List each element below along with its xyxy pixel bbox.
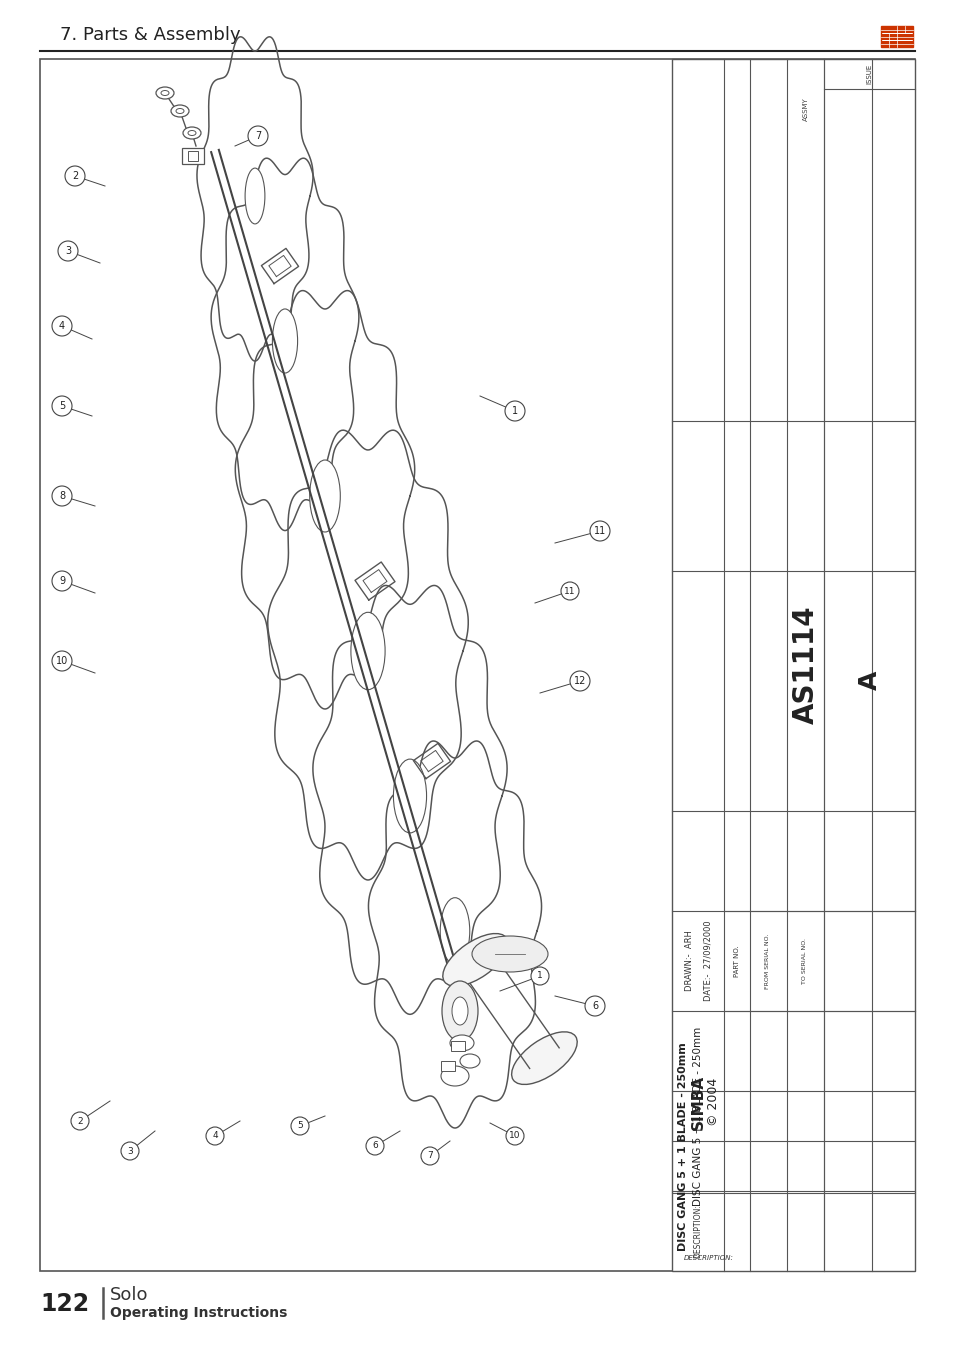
Text: AS1114: AS1114	[791, 605, 819, 724]
Circle shape	[248, 126, 268, 146]
Circle shape	[52, 316, 71, 336]
Bar	[671, 59, 914, 1271]
Text: FROM SERIAL NO.: FROM SERIAL NO.	[764, 934, 770, 989]
Circle shape	[569, 671, 589, 690]
Circle shape	[589, 521, 609, 540]
Ellipse shape	[245, 168, 265, 224]
Text: 2: 2	[71, 172, 78, 181]
Circle shape	[52, 571, 71, 590]
Text: 2: 2	[77, 1116, 83, 1125]
Ellipse shape	[439, 897, 469, 965]
Bar	[188, 151, 198, 161]
Text: TO SERIAL NO.: TO SERIAL NO.	[801, 938, 806, 984]
Text: DESCRIPTION:: DESCRIPTION:	[693, 1204, 701, 1258]
Circle shape	[71, 1112, 89, 1129]
Ellipse shape	[161, 91, 169, 96]
Text: 7: 7	[427, 1151, 433, 1161]
Ellipse shape	[351, 612, 385, 690]
Ellipse shape	[188, 131, 195, 135]
Circle shape	[560, 582, 578, 600]
Ellipse shape	[441, 981, 477, 1042]
Circle shape	[52, 651, 71, 671]
Text: PART NO.: PART NO.	[733, 946, 740, 977]
Bar	[880, 26, 912, 47]
Text: 6: 6	[372, 1142, 377, 1151]
Circle shape	[366, 1138, 384, 1155]
Text: 3: 3	[127, 1147, 132, 1155]
Ellipse shape	[450, 1035, 474, 1051]
Text: 122: 122	[40, 1292, 89, 1316]
Text: DISC GANG 5 + 1 BLADE - 250mm: DISC GANG 5 + 1 BLADE - 250mm	[678, 1042, 687, 1251]
Circle shape	[291, 1117, 309, 1135]
Circle shape	[504, 401, 524, 422]
Ellipse shape	[472, 936, 547, 971]
Bar	[880, 27, 912, 32]
Text: ASSMY: ASSMY	[801, 97, 807, 120]
Text: A: A	[857, 670, 881, 690]
Text: SIMBA: SIMBA	[690, 1074, 705, 1129]
Text: Solo: Solo	[110, 1286, 149, 1304]
Text: DRAWN:-  ARH: DRAWN:- ARH	[685, 931, 694, 992]
Text: © 2004: © 2004	[707, 1078, 720, 1127]
Bar	[880, 41, 912, 47]
Text: Operating Instructions: Operating Instructions	[110, 1306, 287, 1320]
Ellipse shape	[171, 105, 189, 118]
Text: 11: 11	[563, 586, 576, 596]
Text: 6: 6	[591, 1001, 598, 1011]
Text: 7. Parts & Assembly: 7. Parts & Assembly	[60, 26, 240, 45]
Text: ISSUE: ISSUE	[865, 63, 872, 84]
Ellipse shape	[459, 1054, 479, 1069]
Ellipse shape	[273, 309, 297, 373]
Ellipse shape	[393, 759, 426, 834]
Text: 11: 11	[594, 526, 605, 536]
Circle shape	[584, 996, 604, 1016]
Bar	[451, 1042, 464, 1051]
Text: 5: 5	[59, 401, 65, 411]
Bar	[440, 1061, 455, 1071]
Text: 9: 9	[59, 576, 65, 586]
Text: DISC GANG 5 + 1 BLADE - 250mm: DISC GANG 5 + 1 BLADE - 250mm	[692, 1027, 702, 1206]
Circle shape	[206, 1127, 224, 1146]
Text: 4: 4	[212, 1132, 217, 1140]
Ellipse shape	[442, 934, 508, 986]
Ellipse shape	[175, 108, 184, 113]
Circle shape	[52, 396, 71, 416]
Text: 12: 12	[573, 676, 585, 686]
Text: 8: 8	[59, 490, 65, 501]
Circle shape	[531, 967, 548, 985]
Text: 1: 1	[512, 407, 517, 416]
Text: DATE:-  27/09/2000: DATE:- 27/09/2000	[702, 920, 712, 1001]
Text: 5: 5	[296, 1121, 302, 1131]
Circle shape	[65, 166, 85, 186]
Circle shape	[52, 486, 71, 507]
Text: DESCRIPTION:: DESCRIPTION:	[683, 1255, 733, 1260]
Circle shape	[505, 1127, 523, 1146]
Text: 10: 10	[56, 657, 68, 666]
Ellipse shape	[452, 997, 468, 1025]
Ellipse shape	[156, 86, 173, 99]
Bar	[182, 149, 204, 163]
Text: 3: 3	[65, 246, 71, 255]
Circle shape	[121, 1142, 139, 1161]
Bar	[40, 59, 914, 1271]
Text: 7: 7	[254, 131, 261, 141]
Text: 1: 1	[537, 971, 542, 981]
Bar	[880, 34, 912, 41]
Circle shape	[58, 240, 78, 261]
Ellipse shape	[183, 127, 201, 139]
Ellipse shape	[440, 1066, 469, 1086]
Ellipse shape	[511, 1032, 577, 1085]
Text: 4: 4	[59, 322, 65, 331]
Text: 10: 10	[509, 1132, 520, 1140]
Circle shape	[420, 1147, 438, 1165]
Ellipse shape	[310, 459, 340, 532]
